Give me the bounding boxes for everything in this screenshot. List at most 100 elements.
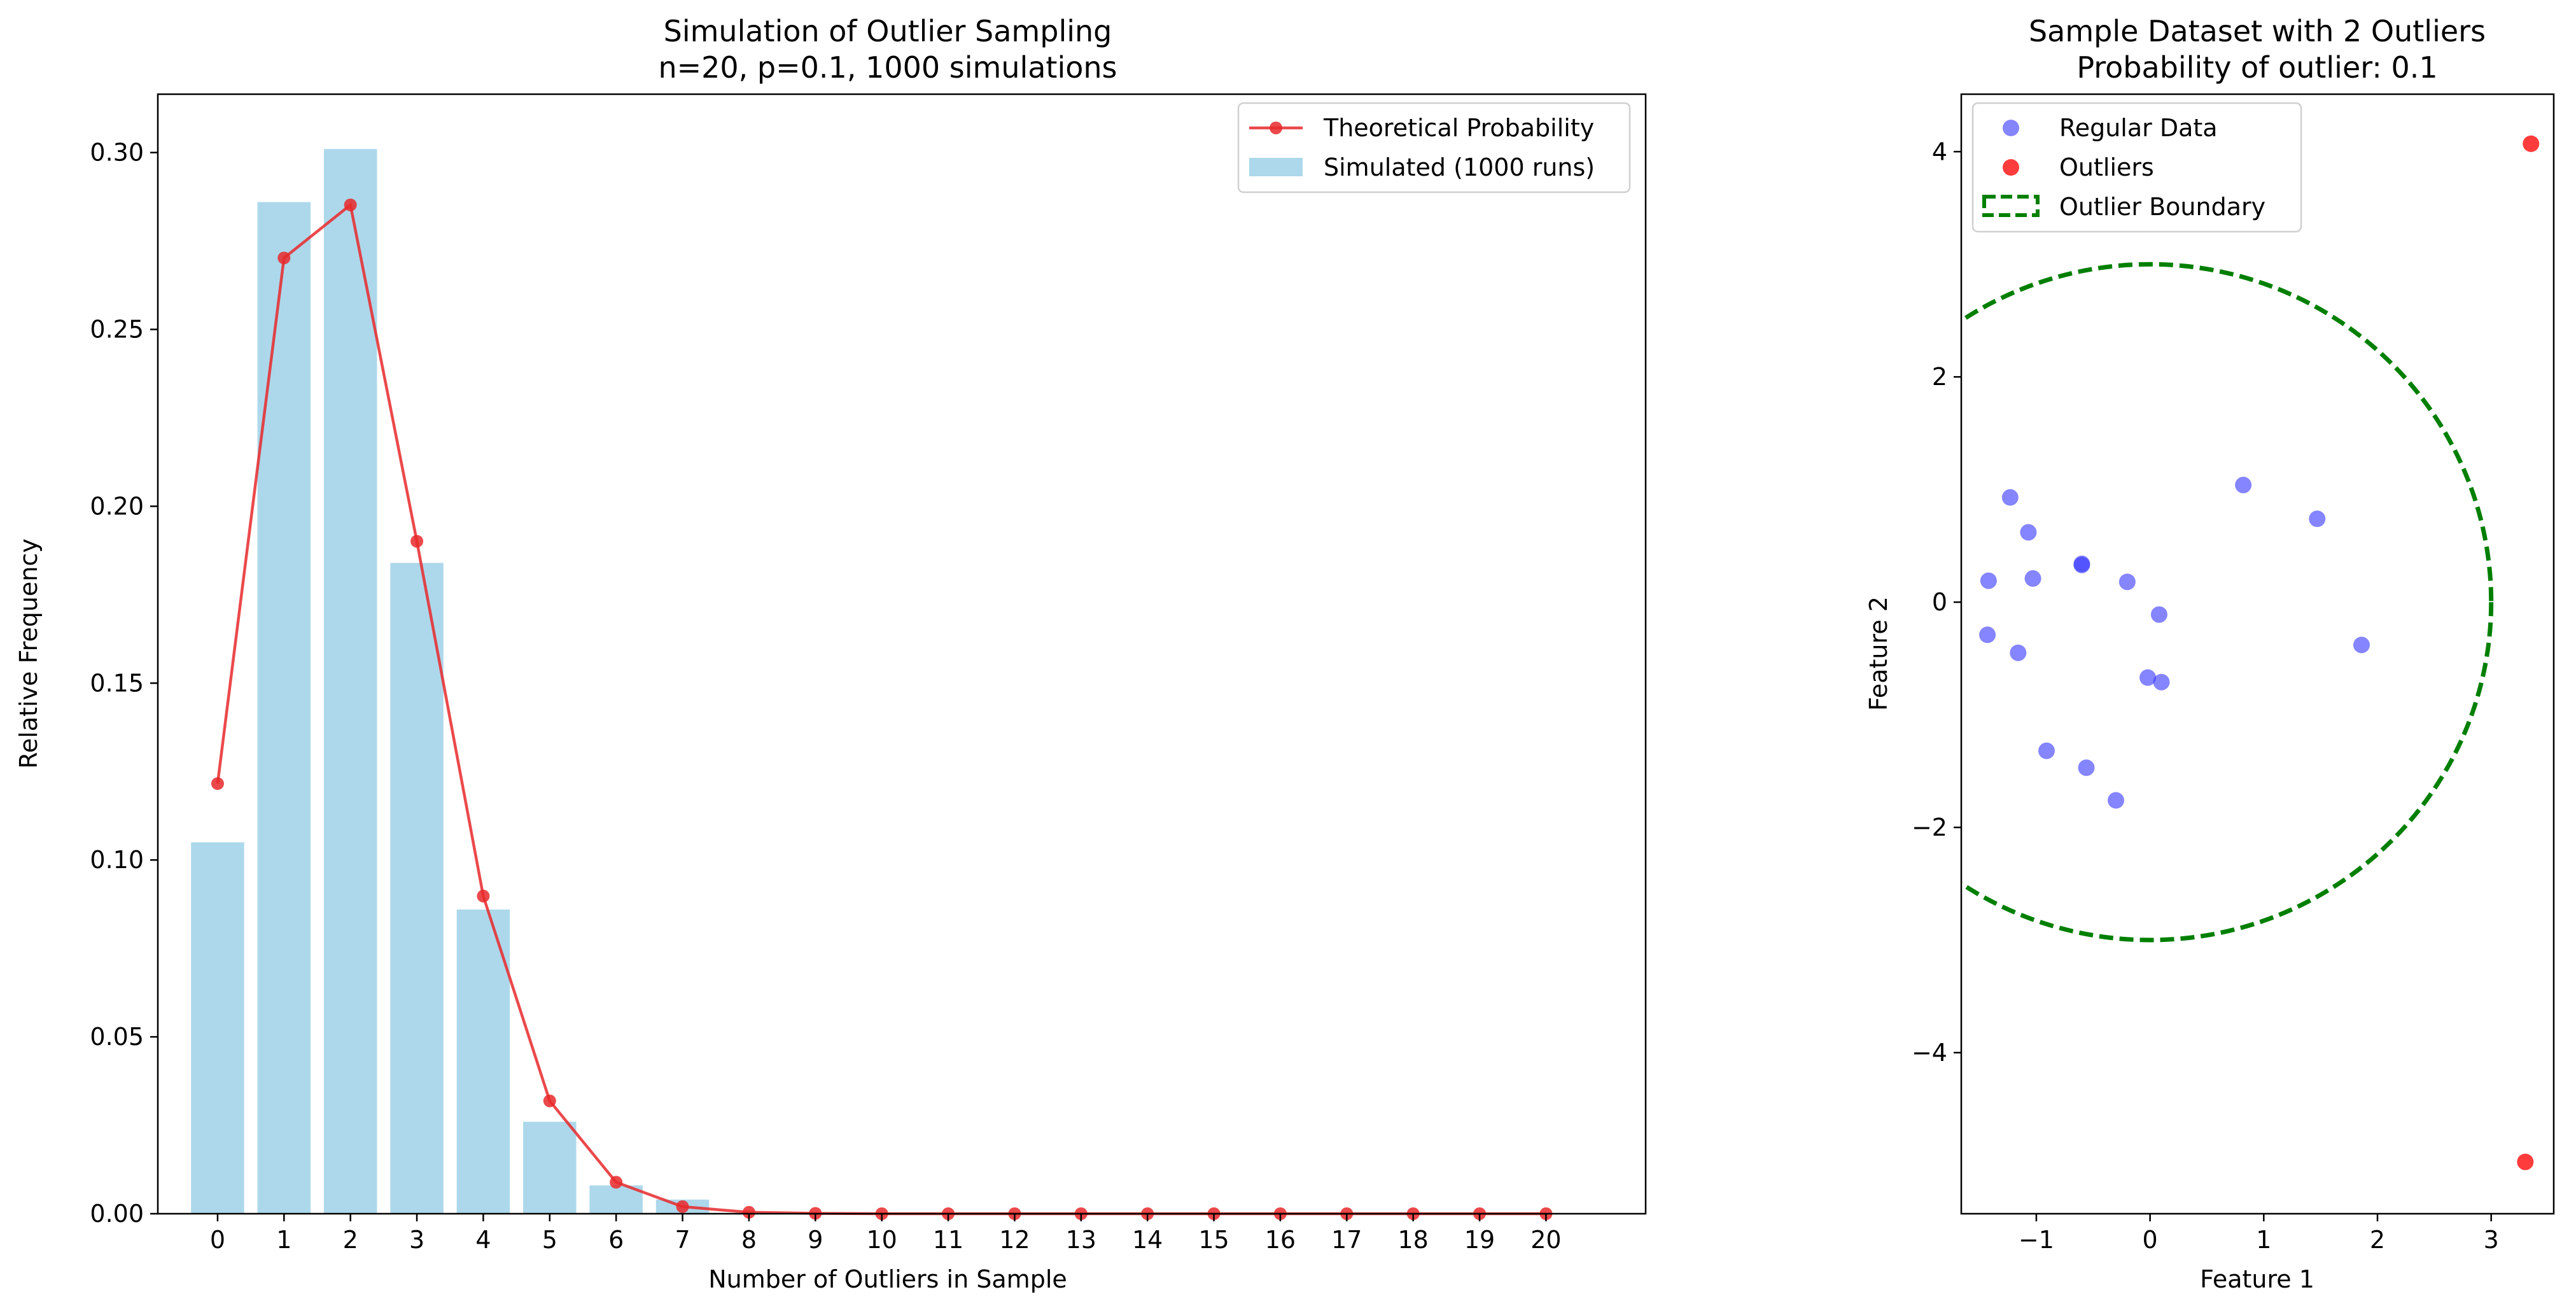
histogram-x-tick-label: 6 [608,1226,624,1254]
scatter-x-ticks: −1 0 1 2 3 [2019,1214,2499,1254]
histogram-title: Simulation of Outlier Sampling [664,14,1112,48]
histogram-x-axis-label: Number of Outliers in Sample [708,1265,1067,1293]
scatter-y-tick-label: −4 [1912,1039,1947,1067]
regular-data-point [2153,673,2170,691]
scatter-x-tick-label: −1 [2019,1226,2054,1254]
regular-data-point [2038,742,2055,759]
legend-simulated-swatch [1249,158,1303,176]
histogram-x-ticks: 0 1 2 3 4 5 6 7 8 9 10 11 12 13 14 15 16 17 18 19 20 [210,1214,1562,1254]
regular-data-point [2108,792,2125,809]
regular-data-point [1979,626,1996,643]
histogram-x-tick-label: 17 [1331,1226,1362,1254]
histogram-x-tick-label: 13 [1066,1226,1096,1254]
histogram-x-tick-label: 1 [276,1226,291,1254]
regular-data-point [2010,644,2027,661]
scatter-title: Sample Dataset with 2 Outliers [2029,14,2486,48]
legend-boundary-label: Outlier Boundary [2059,193,2265,221]
simulated-bar-2 [323,149,377,1214]
scatter-chart: Sample Dataset with 2 Outliers Probabili… [1865,14,2555,1293]
histogram-plot-frame [157,93,1647,1215]
scatter-y-tick-label: 2 [1932,363,1947,391]
histogram-y-ticks: 0.00 0.05 0.10 0.15 0.20 0.25 0.30 [90,139,158,1228]
theoretical-point-7 [676,1200,689,1213]
scatter-plot-frame [1960,93,2555,1215]
histogram-x-tick-label: 20 [1530,1226,1561,1254]
scatter-x-axis-label: Feature 1 [2200,1265,2314,1293]
regular-data-point [2024,570,2041,587]
histogram-y-tick-label: 0.25 [90,316,144,344]
regular-data-point [2139,669,2157,686]
histogram-legend: Theoretical Probability Simulated (1000 … [1237,102,1631,193]
scatter-y-axis-label: Feature 2 [1865,596,1893,711]
histogram-x-tick-label: 16 [1265,1226,1296,1254]
scatter-points [1979,135,2540,1170]
histogram-x-tick-label: 9 [808,1226,823,1254]
histogram-y-tick-label: 0.00 [90,1200,144,1228]
histogram-x-tick-label: 18 [1398,1226,1429,1254]
histogram-y-tick-label: 0.05 [90,1023,144,1051]
scatter-subtitle: Probability of outlier: 0.1 [2076,50,2437,85]
scatter-y-tick-label: −2 [1912,813,1947,841]
theoretical-point-8 [742,1205,755,1219]
regular-data-point [2020,524,2037,541]
histogram-x-tick-label: 4 [475,1226,491,1254]
histogram-x-tick-label: 12 [999,1226,1030,1254]
simulated-bar-5 [523,1121,577,1214]
regular-data-point [2078,759,2095,776]
histogram-x-tick-label: 2 [343,1226,358,1254]
scatter-x-tick-label: 3 [2484,1226,2499,1254]
theoretical-point-3 [410,535,424,548]
histogram-y-tick-label: 0.30 [90,139,144,167]
regular-data-point [2073,556,2090,573]
histogram-x-tick-label: 15 [1198,1226,1229,1254]
histogram-bars [191,149,710,1214]
legend-theoretical-dot-marker [1270,122,1282,134]
regular-data-point [2353,636,2370,654]
histogram-x-tick-label: 10 [867,1226,897,1254]
simulated-bar-3 [390,563,444,1214]
histogram-y-axis-label: Relative Frequency [15,538,43,769]
simulated-bar-1 [257,202,311,1214]
legend-regular-data-label: Regular Data [2059,114,2218,142]
scatter-legend: Regular Data Outliers Outlier Boundary [1971,102,2302,233]
scatter-x-tick-label: 2 [2370,1226,2385,1254]
histogram-x-tick-label: 3 [409,1226,424,1254]
outlier-point [2523,135,2540,152]
simulated-bar-4 [456,909,510,1214]
histogram-subtitle: n=20, p=0.1, 1000 simulations [658,50,1117,85]
regular-data-point [2001,489,2019,506]
theoretical-point-2 [344,198,357,211]
histogram-chart: Simulation of Outlier Sampling n=20, p=0… [15,14,1647,1293]
regular-data-point [2150,606,2167,623]
theoretical-point-6 [610,1176,623,1189]
histogram-x-tick-label: 0 [210,1226,225,1254]
histogram-y-tick-label: 0.10 [90,846,144,874]
histogram-legend-frame [1237,102,1631,193]
histogram-x-tick-label: 8 [741,1226,757,1254]
histogram-y-tick-label: 0.20 [90,492,144,520]
scatter-legend-frame [1971,102,2302,233]
theoretical-point-5 [543,1094,556,1107]
regular-data-point [2309,510,2326,528]
outlier-point [2517,1153,2534,1170]
outlier-boundary-circle [1961,262,2494,943]
scatter-y-tick-label: 0 [1932,588,1947,616]
histogram-x-tick-label: 19 [1464,1226,1495,1254]
regular-data-point [2118,573,2136,591]
legend-theoretical-label: Theoretical Probability [1323,114,1594,142]
histogram-x-tick-label: 5 [542,1226,557,1254]
theoretical-point-4 [477,889,490,902]
scatter-y-tick-label: 4 [1932,137,1947,165]
outlier-boundary-ellipse [1961,262,2494,943]
simulated-bar-0 [191,842,244,1214]
regular-data-point [1980,572,1997,589]
regular-data-point [2235,477,2252,494]
histogram-x-tick-label: 14 [1132,1226,1163,1254]
legend-simulated-label: Simulated (1000 runs) [1324,153,1595,181]
legend-outliers-label: Outliers [2059,153,2154,181]
theoretical-point-0 [211,777,224,790]
scatter-x-tick-label: 0 [2143,1226,2158,1254]
scatter-x-tick-label: 1 [2256,1226,2271,1254]
histogram-y-tick-label: 0.15 [90,669,144,697]
